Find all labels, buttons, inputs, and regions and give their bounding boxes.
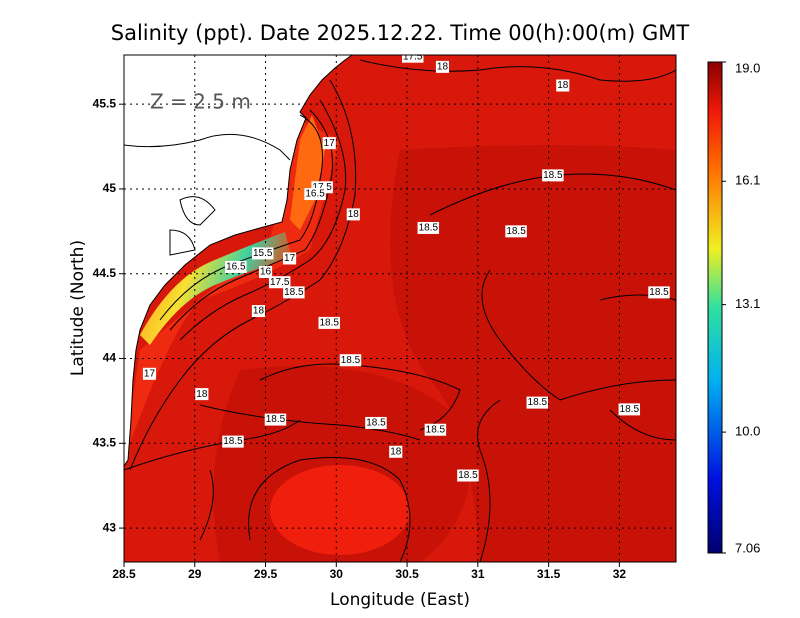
depth-annotation: Z = 2.5 m (150, 90, 251, 114)
contour-label: 18 (348, 209, 360, 220)
contour-label-box (283, 286, 305, 299)
contour-label-box (389, 445, 403, 458)
y-axis-label: Latitude (North) (68, 240, 88, 376)
colorbar-tick-label: 13.1 (735, 296, 760, 311)
contour-label: 16.5 (305, 189, 325, 200)
contour-label-box (268, 276, 291, 289)
contour-label-box (225, 260, 247, 273)
contour-label: 18.5 (266, 414, 286, 425)
land (124, 55, 353, 467)
contour-label-box (346, 208, 360, 221)
contour-label-box (424, 423, 447, 436)
y-tick-label: 44.5 (93, 266, 117, 280)
contour-label-box (435, 60, 450, 73)
x-tick-label: 30 (330, 567, 344, 581)
coastal-gradient (290, 115, 325, 230)
contour-label: 18 (557, 80, 569, 91)
contour-label: 18.5 (223, 436, 243, 447)
contour-label: 17 (324, 138, 336, 149)
contour-label: 18 (253, 306, 265, 317)
colorbar-tick-label: 16.1 (735, 173, 760, 188)
contour-label: 18 (390, 446, 402, 457)
contour-label-box (402, 55, 424, 63)
colorbar-tick-label: 7.06 (735, 540, 760, 555)
contour-label-box (258, 266, 273, 279)
contour-label-box (142, 367, 157, 380)
bright-region (270, 465, 410, 555)
contour-label: 18.5 (528, 397, 548, 408)
x-axis-label: Longitude (East) (330, 590, 470, 610)
contour-label-box (322, 137, 336, 150)
contour-label: 18.5 (341, 355, 361, 366)
y-tick-label: 44 (103, 351, 117, 365)
contour-label: 18 (196, 389, 208, 400)
colorbar (707, 61, 723, 554)
contour-label-box (556, 79, 570, 92)
contour-label: 17.5 (312, 182, 332, 193)
contour-label-box (457, 469, 479, 482)
contour-label-box (618, 403, 641, 416)
contour-label-box (318, 316, 340, 329)
y-tick-label: 43 (103, 520, 117, 534)
contour-label: 18.5 (366, 418, 386, 429)
contour-label-box (526, 396, 549, 409)
contour-label-box (264, 413, 287, 426)
contour-label-box (648, 286, 670, 299)
contour-label: 18.5 (319, 318, 339, 329)
contour-label-box (542, 169, 564, 182)
colorbar-tick-label: 10.0 (735, 424, 760, 439)
contour-label: 18.5 (649, 287, 669, 298)
contour-label: 18.5 (284, 287, 304, 298)
border (124, 133, 291, 161)
contour-label-box (365, 416, 387, 429)
contour-label: 16.5 (226, 262, 246, 273)
contour-label: 17 (144, 368, 156, 379)
contour-label-box (417, 221, 440, 234)
colorbar-tick-label: 19.0 (735, 60, 760, 75)
x-tick-label: 32 (613, 567, 627, 581)
contour-label-box (304, 188, 326, 201)
lake (169, 196, 216, 256)
contour-label: 15.5 (253, 248, 273, 259)
x-tick-label: 28.5 (112, 567, 136, 581)
coastal-gradient (140, 232, 292, 345)
x-tick-label: 29.5 (254, 567, 278, 581)
contour-label: 16 (260, 267, 272, 278)
grid (124, 55, 676, 562)
contour-label: 18.5 (506, 226, 526, 237)
y-tick-label: 45.5 (93, 96, 117, 110)
contour-label-box (505, 225, 527, 238)
contour-label: 18.5 (458, 470, 478, 481)
chart-title: Salinity (ppt). Date 2025.12.22. Time 00… (111, 21, 690, 45)
x-tick-label: 29 (188, 567, 202, 581)
contour-label: 17 (284, 253, 296, 264)
contour-label: 18.5 (419, 223, 439, 234)
contour-label: 18 (437, 62, 449, 73)
contour-label: 18.5 (620, 404, 640, 415)
contour-label-box (222, 435, 244, 448)
plot-frame (123, 54, 677, 563)
x-tick-label: 31 (471, 567, 485, 581)
contour-label: 18.5 (543, 170, 563, 181)
contour-label-box (283, 252, 297, 265)
contour-label: 18.5 (426, 424, 446, 435)
contour-label: 17.5 (270, 277, 290, 288)
contour-label-box (195, 388, 209, 401)
contour-label: 17.5 (403, 51, 423, 62)
contour-label-box (251, 305, 266, 318)
y-tick-label: 43.5 (93, 435, 117, 449)
x-tick-label: 30.5 (395, 567, 419, 581)
y-tick-label: 45 (103, 181, 117, 195)
contour-label-box (339, 354, 362, 367)
dark-region (390, 145, 676, 562)
x-tick-label: 31.5 (537, 567, 561, 581)
contour-label-box (251, 247, 274, 260)
